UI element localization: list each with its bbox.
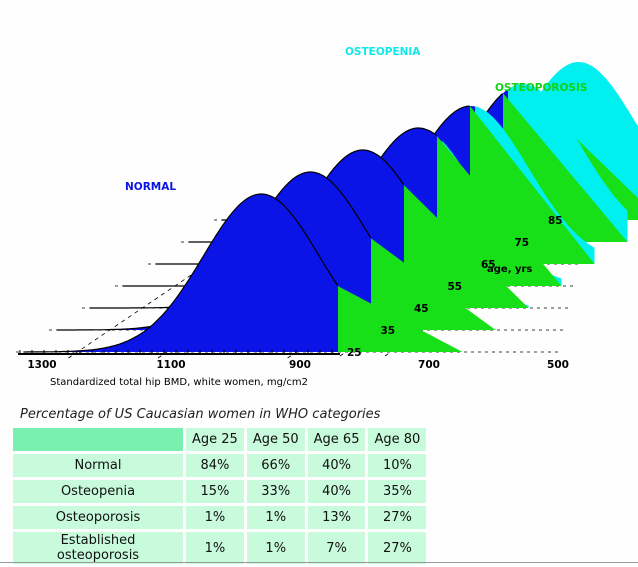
curve-outline-age-25 <box>24 193 338 353</box>
table-cell: 7% <box>307 532 366 564</box>
osteoporosis-label: OSTEOPOROSIS <box>495 82 587 94</box>
x-tick-label: 1100 <box>156 359 185 371</box>
osteopenia-label: OSTEOPENIA <box>345 46 421 58</box>
table-cell: 40% <box>307 480 366 503</box>
x-tick-label: 700 <box>418 359 440 371</box>
table-cell: 33% <box>246 480 305 503</box>
depth-tick-label: 65 <box>481 259 496 271</box>
table-cell: 15% <box>186 480 244 503</box>
table-cell: 40% <box>307 454 366 477</box>
bottom-divider <box>0 562 638 563</box>
table-cell: 13% <box>307 506 366 529</box>
who-category-table: Age 25 Age 50 Age 65 Age 80 Normal 84% 6… <box>10 425 429 567</box>
x-axis-title: Standardized total hip BMD, white women,… <box>50 377 308 388</box>
curves-group <box>24 62 638 353</box>
depth-axis-title: age, yrs <box>487 264 532 275</box>
depth-tick-label: 85 <box>548 215 563 227</box>
depth-tick-label: 35 <box>381 325 396 337</box>
row-label: Osteopenia <box>13 480 183 503</box>
header-blank-cell <box>13 428 183 451</box>
table-header-row: Age 25 Age 50 Age 65 Age 80 <box>13 428 427 451</box>
header-age-50: Age 50 <box>246 428 305 451</box>
x-tick-label: 500 <box>547 359 569 371</box>
normal-label: NORMAL <box>125 181 176 193</box>
depth-tick-label: 45 <box>414 303 429 315</box>
x-tick-label: 1300 <box>27 359 56 371</box>
depth-tick-label: 55 <box>448 281 463 293</box>
row-label: Osteoporosis <box>13 506 183 529</box>
table-cell: 10% <box>368 454 427 477</box>
table-cell: 1% <box>246 532 305 564</box>
header-age-80: Age 80 <box>368 428 427 451</box>
table-cell: 1% <box>186 532 244 564</box>
row-label: Established osteoporosis <box>13 532 183 564</box>
table-cell: 27% <box>368 506 427 529</box>
table-cell: 1% <box>246 506 305 529</box>
bmd-distribution-chart: 1300 1100 900 700 500 Standardized total hip … <box>16 46 638 388</box>
row-label: Normal <box>13 454 183 477</box>
osteoporosis-region <box>371 238 496 330</box>
chart-labels: 85 75 65 55 45 35 25 age, yrs NORMAL OSTEOPENIA OS… <box>125 46 587 359</box>
x-axis: 1300 1100 900 700 500 Standardized total hip … <box>18 350 569 388</box>
table-row: Osteopenia 15% 33% 40% 35% <box>13 480 427 503</box>
table-row: Osteoporosis 1% 1% 13% 27% <box>13 506 427 529</box>
table-cell: 84% <box>186 454 244 477</box>
table-cell: 1% <box>186 506 244 529</box>
header-age-25: Age 25 <box>186 428 244 451</box>
depth-tick-label: 75 <box>515 237 530 249</box>
table-cell: 35% <box>368 480 427 503</box>
normal-region <box>24 194 344 352</box>
x-tick-label: 900 <box>289 359 311 371</box>
table-row: Normal 84% 66% 40% 10% <box>13 454 427 477</box>
table-caption: Percentage of US Caucasian women in WHO … <box>20 407 381 422</box>
depth-tick-label: 25 <box>347 347 362 359</box>
osteoporosis-region <box>338 286 463 352</box>
table-cell: 27% <box>368 532 427 564</box>
table-row: Established osteoporosis 1% 1% 7% 27% <box>13 532 427 564</box>
header-age-65: Age 65 <box>307 428 366 451</box>
osteoporosis-region <box>404 185 529 308</box>
table-cell: 66% <box>246 454 305 477</box>
